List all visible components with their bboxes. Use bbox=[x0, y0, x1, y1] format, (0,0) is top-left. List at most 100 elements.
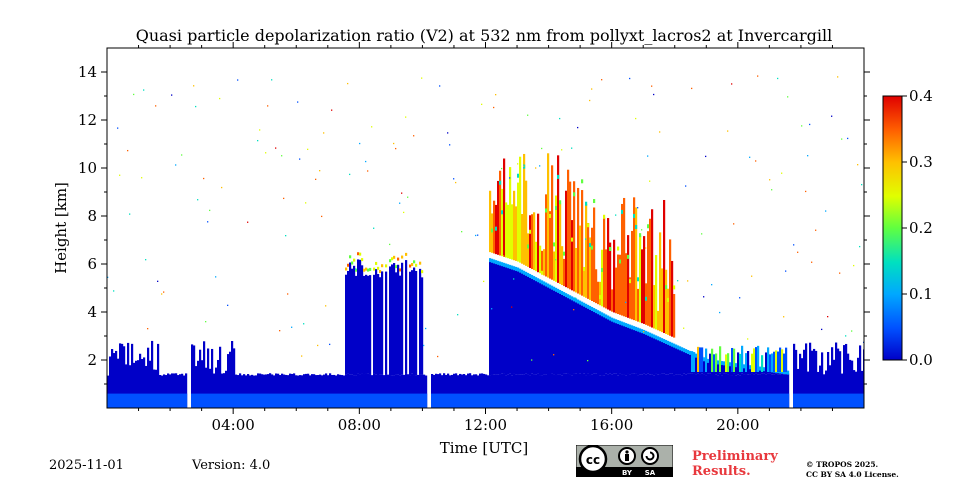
heatmap-cell bbox=[741, 393, 744, 408]
heatmap-cell bbox=[519, 268, 522, 273]
heatmap-cell bbox=[641, 393, 644, 408]
heatmap-cell bbox=[583, 302, 586, 307]
heatmap-cell bbox=[751, 353, 754, 372]
heatmap-cell bbox=[185, 393, 188, 408]
heatmap-cell bbox=[303, 374, 306, 408]
heatmap-cell bbox=[475, 393, 478, 408]
heatmap-cell bbox=[769, 354, 772, 372]
heatmap-cell bbox=[131, 393, 134, 408]
heatmap-cell bbox=[823, 374, 826, 408]
heatmap-cell bbox=[569, 298, 572, 375]
heatmap-cell bbox=[165, 375, 168, 408]
heatmap-cell bbox=[537, 213, 540, 273]
heatmap-cell bbox=[651, 337, 654, 375]
heatmap-cell bbox=[513, 373, 516, 408]
heatmap-cell bbox=[455, 393, 458, 408]
heatmap-cell bbox=[613, 322, 616, 374]
heatmap-cell bbox=[601, 375, 604, 408]
heatmap-cell bbox=[117, 358, 120, 408]
heatmap-cell bbox=[539, 279, 542, 284]
heatmap-cell bbox=[325, 393, 328, 408]
heatmap-noise bbox=[283, 197, 285, 200]
heatmap-cell bbox=[561, 375, 564, 408]
heatmap-noise bbox=[439, 85, 441, 87]
heatmap-cell bbox=[523, 393, 526, 408]
heatmap-cell bbox=[575, 373, 578, 408]
heatmap-noise bbox=[647, 155, 649, 157]
heatmap-cell bbox=[291, 393, 294, 408]
heatmap-noise bbox=[511, 306, 513, 308]
heatmap-cell bbox=[673, 285, 676, 290]
heatmap-cell bbox=[481, 393, 484, 408]
heatmap-cell bbox=[757, 374, 760, 408]
heatmap-cell bbox=[353, 258, 356, 262]
heatmap-cell bbox=[201, 393, 204, 408]
heatmap-cell bbox=[241, 393, 244, 408]
heatmap-cell bbox=[601, 249, 604, 307]
heatmap-cell bbox=[817, 393, 820, 408]
heatmap-cell bbox=[547, 153, 550, 278]
heatmap-cell bbox=[355, 375, 358, 408]
heatmap-cell bbox=[513, 266, 516, 271]
heatmap-cell bbox=[241, 375, 244, 408]
heatmap-noise bbox=[859, 245, 861, 248]
heatmap-cell bbox=[717, 375, 720, 408]
heatmap-cell bbox=[693, 373, 696, 408]
heatmap-cell bbox=[343, 375, 346, 408]
heatmap-cell bbox=[209, 393, 212, 408]
heatmap-noise bbox=[493, 106, 495, 109]
heatmap-cell bbox=[357, 252, 360, 256]
heatmap-cell bbox=[805, 393, 808, 408]
heatmap-cell bbox=[353, 393, 356, 408]
heatmap-cell bbox=[637, 277, 640, 282]
heatmap-cell bbox=[115, 350, 118, 408]
heatmap-noise bbox=[851, 330, 853, 332]
heatmap-cell bbox=[619, 320, 622, 325]
heatmap-cell bbox=[107, 393, 110, 408]
y-tick-label: 14 bbox=[78, 63, 97, 81]
x-tick-label: 20:00 bbox=[716, 416, 759, 434]
heatmap-cell bbox=[361, 258, 364, 262]
heatmap-noise bbox=[107, 276, 109, 278]
x-tick-label: 12:00 bbox=[464, 416, 507, 434]
heatmap-cell bbox=[745, 353, 748, 372]
heatmap-cell bbox=[629, 324, 632, 329]
heatmap-cell bbox=[777, 374, 780, 408]
heatmap-cell bbox=[813, 393, 816, 408]
heatmap-cell bbox=[225, 370, 228, 408]
heatmap-noise bbox=[163, 291, 165, 293]
heatmap-cell bbox=[373, 274, 376, 374]
heatmap-cell bbox=[403, 393, 406, 408]
heatmap-cell bbox=[549, 393, 552, 408]
heatmap-cell bbox=[775, 393, 778, 408]
heatmap-cell bbox=[571, 220, 574, 291]
heatmap-cell bbox=[523, 153, 526, 265]
heatmap-cell bbox=[439, 373, 442, 408]
heatmap-cell bbox=[175, 373, 178, 408]
y-tick-label: 12 bbox=[78, 111, 97, 129]
heatmap-noise bbox=[147, 328, 149, 330]
heatmap-cell bbox=[469, 393, 472, 408]
heatmap-cell bbox=[783, 373, 786, 375]
heatmap-cell bbox=[379, 374, 382, 408]
heatmap-cell bbox=[839, 393, 842, 408]
heatmap-cell bbox=[605, 318, 608, 374]
heatmap-cell bbox=[721, 361, 724, 366]
heatmap-cell bbox=[647, 335, 650, 374]
heatmap-cell bbox=[767, 347, 770, 372]
heatmap-noise bbox=[727, 130, 729, 132]
heatmap-cell bbox=[489, 190, 492, 253]
heatmap-noise bbox=[421, 77, 423, 79]
heatmap-noise bbox=[215, 276, 217, 278]
heatmap-cell bbox=[621, 203, 624, 316]
heatmap-cell bbox=[359, 393, 362, 408]
heatmap-cell bbox=[589, 393, 592, 408]
heatmap-cell bbox=[565, 296, 568, 374]
heatmap-cell bbox=[615, 393, 618, 408]
heatmap-cell bbox=[279, 375, 282, 408]
heatmap-cell bbox=[727, 374, 730, 408]
heatmap-cell bbox=[271, 374, 274, 408]
heatmap-cell bbox=[635, 330, 638, 374]
heatmap-cell bbox=[587, 308, 590, 374]
